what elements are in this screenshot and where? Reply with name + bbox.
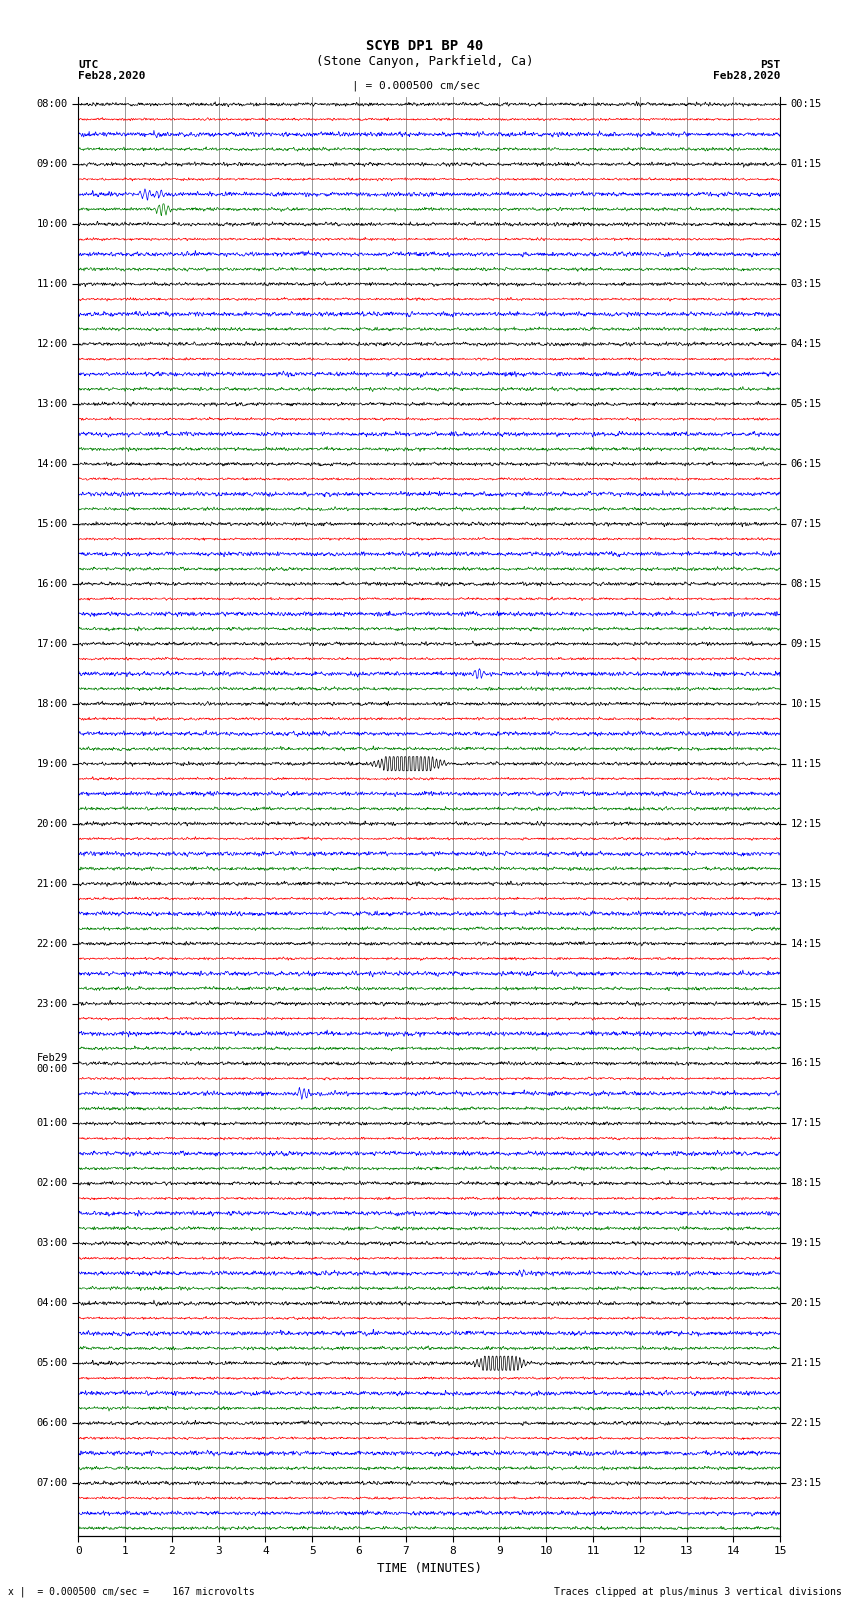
Text: PST: PST	[760, 60, 780, 69]
Text: (Stone Canyon, Parkfield, Ca): (Stone Canyon, Parkfield, Ca)	[316, 55, 534, 68]
Text: | = 0.000500 cm/sec: | = 0.000500 cm/sec	[353, 81, 480, 92]
Text: UTC: UTC	[78, 60, 99, 69]
Text: x |  = 0.000500 cm/sec =    167 microvolts: x | = 0.000500 cm/sec = 167 microvolts	[8, 1586, 255, 1597]
Text: Traces clipped at plus/minus 3 vertical divisions: Traces clipped at plus/minus 3 vertical …	[553, 1587, 842, 1597]
X-axis label: TIME (MINUTES): TIME (MINUTES)	[377, 1561, 482, 1574]
Text: Feb28,2020: Feb28,2020	[78, 71, 145, 81]
Text: SCYB DP1 BP 40: SCYB DP1 BP 40	[366, 39, 484, 53]
Text: Feb28,2020: Feb28,2020	[713, 71, 780, 81]
